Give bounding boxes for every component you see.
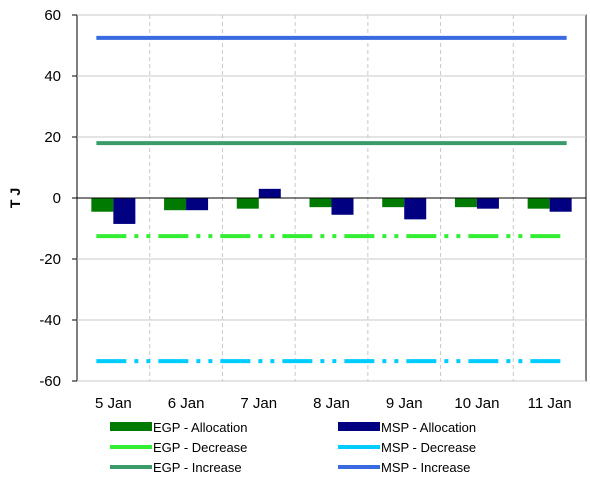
bar: [476, 198, 499, 209]
legend-item: MSP - Increase: [338, 460, 470, 475]
x-tick-label: 5 Jan: [95, 395, 132, 412]
y-tick-label: 40: [44, 68, 61, 85]
legend-swatch: [338, 422, 380, 431]
legend: EGP - Allocation MSP - Allocation EGP - De…: [110, 420, 476, 475]
legend-label: EGP - Decrease: [153, 440, 247, 455]
x-tick-label: 6 Jan: [168, 395, 205, 412]
bar: [164, 198, 187, 211]
legend-item: EGP - Increase: [110, 460, 242, 475]
legend-item: EGP - Decrease: [110, 440, 247, 455]
bar: [454, 198, 477, 208]
y-tick-label: -20: [39, 251, 61, 268]
bar: [258, 188, 281, 198]
legend-item: MSP - Allocation: [338, 420, 476, 435]
legend-item: MSP - Decrease: [338, 440, 476, 455]
y-axis-label: T J: [7, 188, 23, 208]
legend-item: EGP - Allocation: [110, 420, 247, 435]
bar: [404, 198, 427, 220]
bar: [527, 198, 550, 209]
legend-label: EGP - Allocation: [153, 420, 247, 435]
y-tick-label: 20: [44, 129, 61, 146]
legend-label: MSP - Increase: [381, 460, 470, 475]
bar: [549, 198, 572, 212]
bar: [382, 198, 405, 208]
bars: [91, 188, 572, 224]
legend-label: EGP - Increase: [153, 460, 242, 475]
bar: [331, 198, 354, 215]
x-tick-label: 9 Jan: [386, 395, 423, 412]
x-tick-label: 8 Jan: [313, 395, 350, 412]
y-tick-label: -40: [39, 312, 61, 329]
x-tick-label: 10 Jan: [454, 395, 499, 412]
y-tick-label: 60: [44, 7, 61, 24]
bar: [91, 198, 114, 212]
legend-label: MSP - Decrease: [381, 440, 476, 455]
legend-swatch: [110, 422, 152, 431]
bar: [113, 198, 136, 224]
y-tick-label: -60: [39, 373, 61, 390]
x-tick-label: 7 Jan: [240, 395, 277, 412]
bar: [309, 198, 332, 208]
bar: [236, 198, 259, 209]
bar: [186, 198, 209, 211]
series-lines: [96, 35, 567, 364]
legend-label: MSP - Allocation: [381, 420, 476, 435]
axes: 60 40 20 0 -20 -40 -60 5 Jan 6 Jan 7 Jan 8 Jan 9 Ja…: [39, 7, 586, 412]
x-tick-label: 11 Jan: [528, 395, 572, 412]
y-tick-label: 0: [53, 190, 61, 207]
